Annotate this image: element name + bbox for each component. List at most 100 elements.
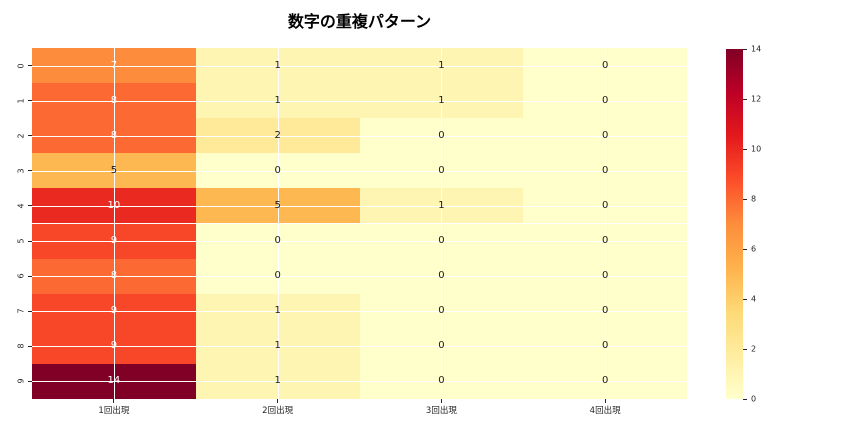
gridline-vertical	[605, 48, 607, 399]
cell-value: 1	[438, 199, 445, 211]
cell-value: 0	[601, 94, 609, 106]
x-tick-mark	[113, 399, 115, 403]
y-tick-mark	[28, 205, 32, 207]
cell-value: 0	[438, 340, 445, 352]
cell-value: 0	[438, 305, 445, 317]
y-tick-label: 7	[16, 308, 26, 314]
cell-value: 9	[110, 340, 118, 352]
cell-value: 0	[601, 235, 609, 247]
cell-value: 9	[110, 305, 118, 317]
colorbar-tick-label: 8	[751, 194, 757, 204]
colorbar-tick-label: 6	[751, 244, 757, 254]
y-tick-mark	[28, 380, 32, 382]
cell-value: 1	[274, 340, 281, 352]
gridline-horizontal	[32, 241, 687, 243]
y-tick-label: 5	[16, 238, 26, 244]
gridline-horizontal	[32, 100, 687, 102]
chart-title: 数字の重複パターン	[287, 12, 432, 31]
colorbar	[726, 49, 743, 399]
y-tick-label: 1	[16, 98, 26, 104]
cell-value: 0	[601, 375, 609, 387]
cell-value: 0	[601, 270, 609, 282]
cell-value: 1	[438, 59, 445, 71]
y-tick-mark	[28, 240, 32, 242]
cell-value: 0	[601, 164, 609, 176]
x-tick-label: 2回出現	[262, 406, 294, 416]
colorbar-tick-label: 0	[751, 394, 757, 404]
cell-value: 8	[110, 270, 118, 282]
cell-value: 9	[110, 235, 118, 247]
gridline-vertical	[277, 48, 279, 399]
y-tick-mark	[28, 65, 32, 67]
y-tick-label: 8	[16, 343, 26, 349]
gridline-vertical	[113, 48, 115, 399]
y-tick-mark	[28, 100, 32, 102]
cell-value: 7	[110, 59, 118, 71]
gridline-horizontal	[32, 170, 687, 172]
cell-value: 0	[438, 375, 445, 387]
cell-value: 8	[110, 129, 118, 141]
y-tick-mark	[28, 275, 32, 277]
cell-value: 1	[438, 94, 445, 106]
cell-value: 5	[110, 164, 118, 176]
y-tick-mark	[28, 345, 32, 347]
cell-value: 0	[438, 164, 445, 176]
y-tick-label: 0	[16, 63, 26, 69]
gridline-vertical	[441, 48, 443, 399]
y-tick-label: 6	[16, 273, 26, 279]
cell-value: 0	[438, 270, 445, 282]
heatmap-plot: 7 1 1 0 8 1 1 0 8 2 0 0 5 0 0 0 10 5 1 0 9 0 0 0 8 0 0 0 9 1 0 0 9 1 0 0 14 1…	[32, 48, 687, 399]
cell-value: 10	[107, 199, 121, 211]
cell-value: 0	[274, 164, 281, 176]
gridline-horizontal	[32, 276, 687, 278]
cell-value: 1	[274, 375, 281, 387]
y-tick-mark	[28, 310, 32, 312]
colorbar-tick-mark	[743, 98, 747, 100]
cell-value: 1	[274, 305, 281, 317]
y-tick-label: 9	[16, 378, 26, 384]
gridline-horizontal	[32, 346, 687, 348]
colorbar-tick-mark	[743, 298, 747, 300]
x-tick-mark	[440, 399, 442, 403]
colorbar-tick-label: 10	[751, 144, 762, 154]
cell-value: 0	[601, 340, 609, 352]
x-tick-label: 4回出現	[589, 406, 621, 416]
x-tick-mark	[277, 399, 279, 403]
cell-value: 8	[110, 94, 118, 106]
gridline-horizontal	[32, 381, 687, 383]
cell-value: 14	[107, 375, 121, 387]
colorbar-tick-label: 4	[751, 294, 757, 304]
colorbar-tick-mark	[743, 348, 747, 350]
cell-value: 5	[274, 199, 281, 211]
gridline-horizontal	[32, 311, 687, 313]
colorbar-tick-mark	[743, 198, 747, 200]
x-tick-label: 1回出現	[98, 406, 130, 416]
cell-value: 0	[274, 270, 281, 282]
cell-value: 2	[274, 129, 281, 141]
cell-value: 0	[601, 199, 609, 211]
y-tick-mark	[28, 135, 32, 137]
y-tick-label: 3	[16, 168, 26, 174]
gridline-horizontal	[32, 65, 687, 67]
y-tick-label: 4	[16, 203, 26, 209]
cell-value: 0	[601, 305, 609, 317]
cell-value: 1	[274, 59, 281, 71]
cell-value: 0	[601, 129, 609, 141]
cell-value: 0	[274, 235, 281, 247]
cell-value: 1	[274, 94, 281, 106]
x-tick-mark	[604, 399, 606, 403]
y-tick-mark	[28, 170, 32, 172]
colorbar-tick-mark	[743, 148, 747, 150]
colorbar-tick-mark	[743, 398, 747, 400]
cell-value: 0	[438, 129, 445, 141]
x-tick-label: 3回出現	[425, 406, 457, 416]
colorbar-tick-mark	[743, 48, 747, 50]
cell-value: 0	[601, 59, 609, 71]
colorbar-tick-label: 2	[751, 344, 757, 354]
colorbar-tick-label: 12	[751, 94, 762, 104]
colorbar-tick-mark	[743, 248, 747, 250]
cell-value: 0	[438, 235, 445, 247]
gridline-horizontal	[32, 135, 687, 137]
gridline-horizontal	[32, 205, 687, 207]
